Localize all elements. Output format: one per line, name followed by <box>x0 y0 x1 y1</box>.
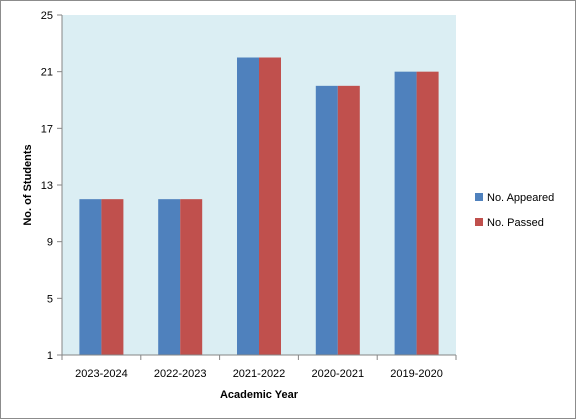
legend-swatch <box>475 193 483 201</box>
x-tick-label: 2021-2022 <box>233 368 286 380</box>
x-axis-title: Academic Year <box>220 389 299 401</box>
bar-series-1 <box>315 85 338 355</box>
y-tick-label: 9 <box>47 237 53 249</box>
y-axis-ticks: 1 5 9 13 17 21 25 <box>41 10 62 362</box>
legend: No. Appeared No. Passed <box>475 192 554 229</box>
y-tick-label: 5 <box>47 293 53 305</box>
y-tick-label: 1 <box>47 350 53 362</box>
x-tick-label: 2022-2023 <box>154 368 207 380</box>
bar-series-2 <box>101 199 124 355</box>
y-tick-label: 25 <box>41 10 53 22</box>
legend-label: No. Passed <box>487 217 544 229</box>
bars <box>79 57 439 356</box>
bar-series-1 <box>158 199 181 355</box>
y-axis-title: No. of Students <box>22 144 34 225</box>
bar-series-2 <box>180 199 203 355</box>
legend-swatch <box>475 218 483 226</box>
y-tick-label: 13 <box>41 180 53 192</box>
y-tick-label: 21 <box>41 67 53 79</box>
bar-series-2 <box>337 85 360 355</box>
bar-series-2 <box>259 57 281 355</box>
x-tick-label: 2020-2021 <box>311 368 364 380</box>
bar-series-1 <box>79 199 102 355</box>
legend-label: No. Appeared <box>487 192 554 204</box>
bar-series-2 <box>416 71 439 356</box>
y-tick-label: 17 <box>41 123 53 135</box>
x-tick-label: 2019-2020 <box>390 368 443 380</box>
bar-series-1 <box>394 71 417 356</box>
x-tick-label: 2023-2024 <box>75 368 128 380</box>
x-axis-ticks: 2023-2024 2022-2023 2021-2022 2020-2021 2019… <box>61 355 457 380</box>
bar-series-1 <box>237 57 259 355</box>
